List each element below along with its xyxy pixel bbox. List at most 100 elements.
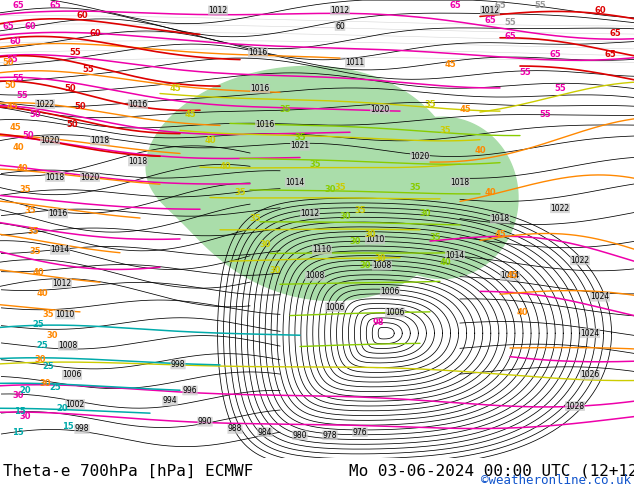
- Text: 40: 40: [32, 269, 44, 277]
- Text: 30: 30: [339, 212, 351, 221]
- Text: 35: 35: [334, 183, 346, 192]
- Text: 50: 50: [4, 81, 16, 90]
- Text: 1008: 1008: [306, 271, 325, 280]
- Text: 1022: 1022: [571, 256, 590, 265]
- Text: 1018: 1018: [129, 157, 148, 166]
- Text: 65: 65: [12, 0, 24, 10]
- Text: 35: 35: [29, 247, 41, 256]
- Text: 55: 55: [69, 48, 81, 56]
- Text: 984: 984: [258, 428, 272, 437]
- Text: 65: 65: [504, 32, 516, 41]
- Text: 1006: 1006: [380, 287, 399, 296]
- Text: 65: 65: [494, 0, 506, 10]
- Text: 65: 65: [49, 0, 61, 10]
- Text: 1010: 1010: [365, 235, 385, 244]
- Text: 45: 45: [184, 110, 196, 119]
- Text: 35: 35: [439, 125, 451, 135]
- Text: 40: 40: [12, 144, 24, 152]
- Text: 15: 15: [12, 428, 24, 437]
- Text: 60: 60: [89, 29, 101, 38]
- Text: 65: 65: [549, 49, 561, 59]
- Text: 40: 40: [516, 308, 528, 317]
- Text: 1006: 1006: [325, 303, 345, 312]
- Text: 60: 60: [24, 22, 36, 30]
- Text: 998: 998: [171, 360, 185, 369]
- Text: 30: 30: [324, 185, 336, 194]
- Text: 980: 980: [293, 431, 307, 440]
- Text: 25: 25: [36, 341, 48, 350]
- Text: 1014: 1014: [500, 271, 520, 280]
- Text: 35: 35: [354, 206, 366, 215]
- Text: 50: 50: [74, 102, 86, 111]
- Text: 994: 994: [163, 396, 178, 405]
- Text: 35: 35: [294, 133, 306, 142]
- Text: 1010: 1010: [55, 310, 75, 319]
- Text: 35: 35: [42, 310, 54, 319]
- Text: Mo 03-06-2024 00:00 UTC (12+12): Mo 03-06-2024 00:00 UTC (12+12): [349, 464, 634, 478]
- Text: 50: 50: [22, 131, 34, 140]
- Text: 1020: 1020: [370, 105, 390, 114]
- Text: 55: 55: [554, 84, 566, 93]
- Text: 20: 20: [56, 404, 68, 413]
- Polygon shape: [358, 117, 518, 278]
- Text: 45: 45: [459, 105, 471, 114]
- Text: 50: 50: [64, 84, 76, 93]
- Text: 35: 35: [24, 206, 36, 215]
- Text: 55: 55: [16, 91, 28, 100]
- Text: 35: 35: [424, 99, 436, 109]
- Text: 25: 25: [32, 320, 44, 329]
- Text: 40: 40: [474, 147, 486, 155]
- Text: 45: 45: [6, 102, 18, 111]
- Text: 35: 35: [409, 183, 421, 192]
- Text: 1002: 1002: [65, 399, 84, 409]
- Text: 1028: 1028: [566, 402, 585, 411]
- Text: 65: 65: [609, 29, 621, 38]
- Text: 996: 996: [183, 386, 197, 395]
- Text: 35: 35: [234, 188, 246, 197]
- Text: 60: 60: [594, 6, 606, 15]
- Text: 45: 45: [494, 230, 506, 239]
- Text: 1016: 1016: [256, 121, 275, 129]
- Text: 1014: 1014: [445, 250, 465, 260]
- Text: 1008: 1008: [372, 261, 392, 270]
- Text: 45: 45: [506, 271, 518, 280]
- Text: 1018: 1018: [46, 172, 65, 181]
- Text: 45: 45: [169, 84, 181, 93]
- Text: 1026: 1026: [580, 370, 600, 379]
- Text: 30: 30: [419, 209, 430, 218]
- Text: 35: 35: [429, 233, 441, 242]
- Text: 998: 998: [75, 424, 89, 434]
- Text: 50: 50: [2, 58, 14, 67]
- Text: 1012: 1012: [330, 6, 349, 15]
- Text: 50: 50: [29, 110, 41, 119]
- Text: 1006: 1006: [62, 370, 82, 379]
- Text: 35: 35: [279, 105, 291, 114]
- Text: 40: 40: [16, 164, 28, 173]
- Text: Theta-e 700hPa [hPa] ECMWF: Theta-e 700hPa [hPa] ECMWF: [3, 464, 254, 478]
- Text: 1016: 1016: [250, 84, 269, 93]
- Text: 25: 25: [49, 383, 61, 392]
- Text: 40: 40: [219, 162, 231, 171]
- Text: 55: 55: [539, 110, 551, 119]
- Text: 55: 55: [519, 69, 531, 77]
- Text: 990: 990: [198, 417, 212, 426]
- Text: 1020: 1020: [410, 152, 430, 161]
- Text: 40: 40: [484, 188, 496, 197]
- Text: 1022: 1022: [550, 204, 569, 213]
- Text: 30: 30: [269, 266, 281, 275]
- Text: 65: 65: [2, 22, 14, 30]
- Text: 1021: 1021: [290, 141, 309, 150]
- Text: 1018: 1018: [450, 178, 470, 187]
- Text: 30: 30: [39, 379, 51, 388]
- Text: 1006: 1006: [385, 308, 404, 317]
- Text: 1016: 1016: [48, 209, 68, 218]
- Text: 1008: 1008: [58, 341, 77, 350]
- Text: 1011: 1011: [346, 58, 365, 67]
- Text: 55: 55: [504, 19, 516, 27]
- Text: 30: 30: [359, 261, 371, 270]
- Text: 1012: 1012: [481, 6, 500, 15]
- Polygon shape: [146, 66, 462, 300]
- Text: 30: 30: [12, 391, 23, 400]
- Text: ©weatheronline.co.uk: ©weatheronline.co.uk: [481, 474, 631, 488]
- Text: 40: 40: [439, 258, 451, 267]
